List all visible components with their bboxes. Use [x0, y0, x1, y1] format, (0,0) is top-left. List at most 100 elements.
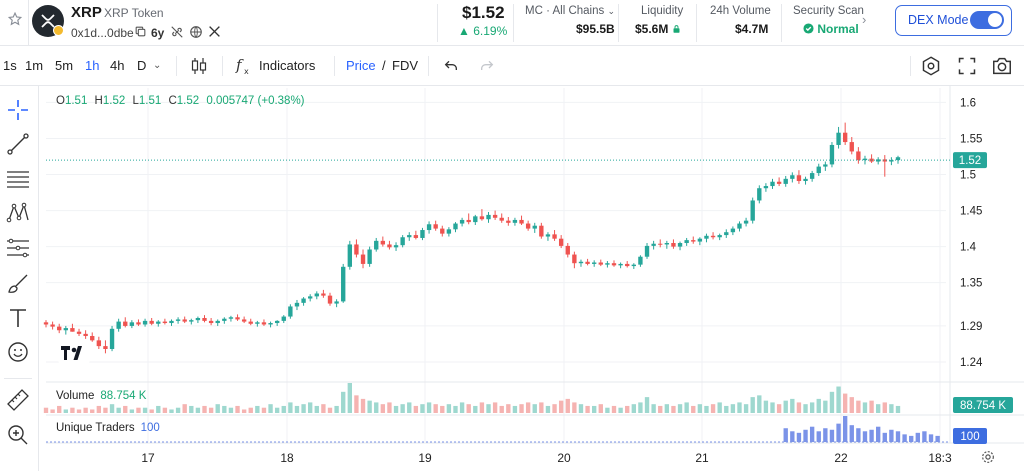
camera-icon[interactable] — [991, 55, 1013, 82]
candle-body — [195, 317, 201, 321]
stat-mc-label[interactable]: MC · All Chains ⌄ — [525, 5, 615, 17]
candle-body — [459, 219, 465, 224]
volume-bar — [572, 402, 577, 413]
chevron-right-icon[interactable]: › — [862, 12, 867, 27]
candle-body — [413, 235, 419, 238]
candle-body — [189, 320, 194, 322]
toggle-switch[interactable] — [970, 11, 1004, 29]
candle-body — [241, 319, 247, 322]
candle-body — [691, 240, 696, 242]
price-mode-button[interactable]: Price — [346, 58, 376, 73]
emoji-icon[interactable] — [5, 339, 31, 365]
crosshair-icon[interactable] — [5, 97, 31, 123]
fib-retracement-icon[interactable] — [5, 235, 31, 261]
dex-mode-toggle[interactable]: DEX Mode — [895, 5, 1012, 36]
candle-body — [96, 340, 102, 347]
volume-bar — [202, 405, 207, 413]
volume-bar — [750, 397, 755, 413]
volume-bar — [565, 398, 570, 413]
text-tool-icon[interactable] — [5, 305, 31, 331]
divider — [513, 4, 514, 42]
dex-mode-label: DEX Mode — [908, 13, 969, 27]
volume-bar — [354, 395, 359, 413]
tradingview-logo-icon[interactable] — [58, 340, 90, 364]
candle-body — [790, 175, 795, 179]
chevron-down-icon[interactable]: ⌄ — [153, 60, 162, 71]
candle-body — [519, 219, 524, 224]
unlink-icon[interactable] — [170, 25, 184, 39]
token-symbol: XRP — [71, 4, 102, 21]
volume-bar — [195, 407, 201, 413]
copy-icon[interactable] — [134, 25, 148, 39]
volume-bar — [856, 400, 861, 413]
settings-hexagon-icon[interactable] — [920, 55, 942, 82]
candle-body — [387, 244, 392, 248]
zoom-in-icon[interactable] — [5, 422, 31, 448]
x-twitter-icon[interactable] — [208, 25, 222, 39]
volume-bar — [123, 405, 128, 413]
pattern-tool-icon[interactable] — [5, 200, 31, 226]
ruler-icon[interactable] — [5, 387, 31, 413]
divider — [428, 56, 429, 76]
timeframe-1s[interactable]: 1s — [3, 58, 17, 73]
token-address[interactable]: 0x1d...0dbe — [71, 26, 134, 40]
volume-value: 88.754 K — [100, 390, 147, 402]
ohlc-high: 1.52 — [102, 95, 126, 107]
timeframe-5m[interactable]: 5m — [55, 58, 74, 73]
timeframe-1h[interactable]: 1h — [85, 58, 100, 73]
traders-bar — [862, 431, 868, 442]
globe-icon[interactable] — [189, 25, 203, 39]
stat-volume-value: $4.7M — [735, 22, 769, 36]
volume-bar — [149, 409, 154, 413]
volume-bar — [525, 402, 531, 413]
traders-bar — [889, 429, 894, 442]
fdv-mode-button[interactable]: FDV — [392, 58, 418, 73]
undo-icon[interactable] — [443, 58, 459, 79]
volume-bar — [512, 405, 518, 413]
favorite-star-icon[interactable] — [7, 11, 23, 26]
timeframe-1m[interactable]: 1m — [25, 58, 44, 73]
timeframe-d[interactable]: D — [137, 58, 147, 73]
candle-body — [175, 319, 181, 321]
volume-bar — [57, 405, 62, 413]
candle-body — [281, 316, 286, 321]
volume-bar — [823, 400, 828, 413]
candle-body — [889, 160, 894, 162]
redo-icon[interactable] — [479, 58, 495, 79]
candle-body — [592, 262, 597, 264]
volume-bar — [347, 383, 352, 413]
volume-bar — [63, 409, 68, 413]
volume-bar — [301, 404, 306, 413]
stat-volume-label: 24h Volume — [710, 5, 771, 17]
token-age: 6y — [151, 26, 165, 40]
volume-bar — [664, 404, 670, 413]
indicators-button[interactable]: Indicators — [259, 58, 316, 73]
fullscreen-icon[interactable] — [957, 56, 977, 81]
candle-type-icon[interactable] — [189, 56, 209, 81]
time-tick-label: 19 — [418, 451, 432, 465]
volume-bar — [241, 409, 247, 413]
ohlc-low: 1.51 — [138, 95, 162, 107]
brush-icon[interactable] — [5, 270, 31, 296]
volume-bar — [235, 405, 240, 413]
timeframe-4h[interactable]: 4h — [110, 58, 125, 73]
volume-bar — [281, 405, 286, 413]
candle-body — [453, 223, 458, 230]
settings-gear-icon[interactable] — [980, 449, 996, 470]
candle-body — [420, 230, 425, 238]
candle-body — [631, 264, 636, 267]
volume-bar — [380, 404, 386, 413]
candle-body — [545, 234, 551, 237]
volume-bar — [737, 402, 742, 413]
candle-body — [743, 220, 749, 224]
traders-bar — [922, 431, 927, 442]
stat-security-label[interactable]: Security Scan — [793, 5, 864, 17]
stat-security-value[interactable]: Normal — [803, 22, 859, 36]
horizontal-lines-icon[interactable] — [5, 166, 31, 192]
candle-body — [222, 318, 227, 321]
divider — [618, 4, 619, 42]
trend-line-icon[interactable] — [5, 131, 31, 157]
